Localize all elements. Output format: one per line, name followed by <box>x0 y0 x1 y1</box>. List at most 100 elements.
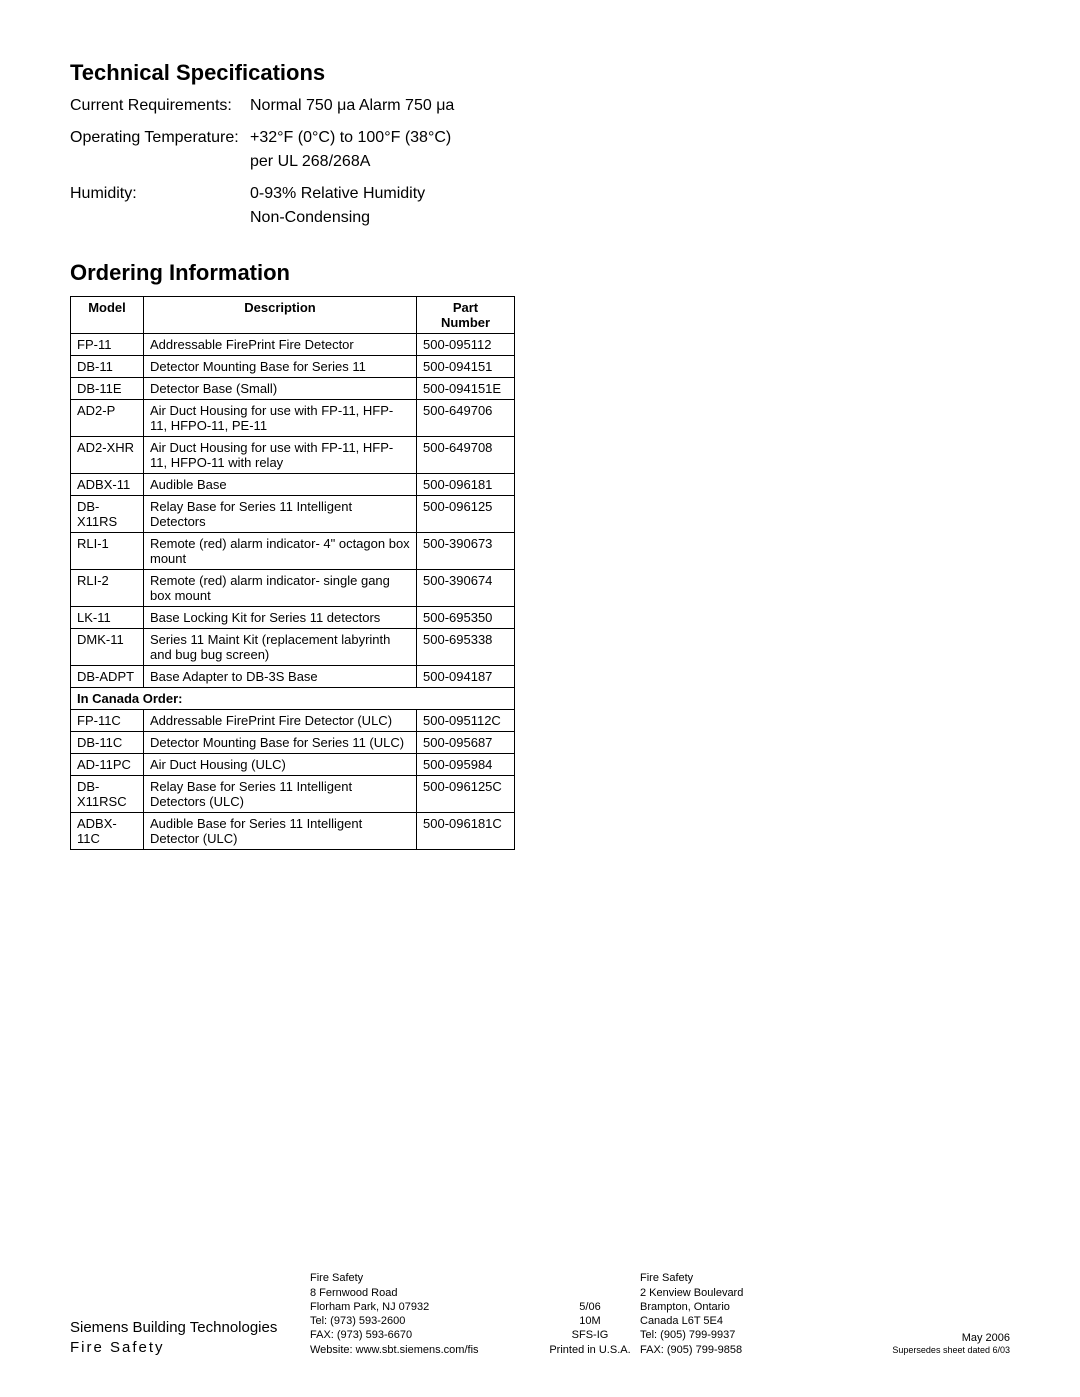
cell-model: AD-11PC <box>71 754 144 776</box>
footer-line: 10M <box>540 1314 640 1328</box>
cell-part-number: 500-390673 <box>417 533 515 570</box>
cell-part-number: 500-094187 <box>417 666 515 688</box>
table-section-row: In Canada Order: <box>71 688 515 710</box>
table-row: RLI-2Remote (red) alarm indicator- singl… <box>71 570 515 607</box>
cell-description: Base Adapter to DB-3S Base <box>144 666 417 688</box>
tech-specs-heading: Technical Specifications <box>70 60 1010 86</box>
cell-description: Relay Base for Series 11 Intelligent Det… <box>144 776 417 813</box>
spec-value: +32°F (0°C) to 100°F (38°C)per UL 268/26… <box>250 126 1010 174</box>
ordering-heading: Ordering Information <box>70 260 1010 286</box>
cell-description: Detector Mounting Base for Series 11 <box>144 356 417 378</box>
cell-description: Base Locking Kit for Series 11 detectors <box>144 607 417 629</box>
footer-address-canada: Fire Safety 2 Kenview Boulevard Brampton… <box>640 1271 800 1357</box>
table-row: RLI-1Remote (red) alarm indicator- 4" oc… <box>71 533 515 570</box>
col-model-header: Model <box>71 297 144 334</box>
cell-description: Air Duct Housing for use with FP-11, HFP… <box>144 400 417 437</box>
page-footer: Siemens Building Technologies Fire Safet… <box>70 1271 1010 1357</box>
spec-label: Humidity: <box>70 182 250 230</box>
footer-line: 8 Fernwood Road <box>310 1286 540 1300</box>
cell-part-number: 500-649708 <box>417 437 515 474</box>
footer-supersedes: Supersedes sheet dated 6/03 <box>800 1345 1010 1357</box>
cell-model: AD2-XHR <box>71 437 144 474</box>
table-row: AD2-PAir Duct Housing for use with FP-11… <box>71 400 515 437</box>
cell-part-number: 500-095112C <box>417 710 515 732</box>
table-row: DB-X11RSRelay Base for Series 11 Intelli… <box>71 496 515 533</box>
cell-description: Audible Base <box>144 474 417 496</box>
cell-model: FP-11 <box>71 334 144 356</box>
table-row: DB-X11RSCRelay Base for Series 11 Intell… <box>71 776 515 813</box>
col-desc-header: Description <box>144 297 417 334</box>
cell-description: Series 11 Maint Kit (replacement labyrin… <box>144 629 417 666</box>
table-row: FP-11Addressable FirePrint Fire Detector… <box>71 334 515 356</box>
cell-description: Audible Base for Series 11 Intelligent D… <box>144 813 417 850</box>
footer-line: Tel: (905) 799-9937 <box>640 1328 800 1342</box>
table-row: AD2-XHRAir Duct Housing for use with FP-… <box>71 437 515 474</box>
table-row: ADBX-11Audible Base500-096181 <box>71 474 515 496</box>
spec-label: Current Requirements: <box>70 94 250 118</box>
spec-row: Operating Temperature: +32°F (0°C) to 10… <box>70 126 1010 174</box>
cell-model: DB-11 <box>71 356 144 378</box>
cell-description: Addressable FirePrint Fire Detector <box>144 334 417 356</box>
cell-description: Air Duct Housing (ULC) <box>144 754 417 776</box>
table-row: DMK-11Series 11 Maint Kit (replacement l… <box>71 629 515 666</box>
cell-description: Remote (red) alarm indicator- 4" octagon… <box>144 533 417 570</box>
cell-description: Air Duct Housing for use with FP-11, HFP… <box>144 437 417 474</box>
footer-line: Printed in U.S.A. <box>540 1343 640 1357</box>
spec-label: Operating Temperature: <box>70 126 250 174</box>
cell-model: DB-ADPT <box>71 666 144 688</box>
footer-line: FAX: (905) 799-9858 <box>640 1343 800 1357</box>
cell-part-number: 500-095687 <box>417 732 515 754</box>
cell-model: LK-11 <box>71 607 144 629</box>
footer-company-block: Siemens Building Technologies Fire Safet… <box>70 1318 310 1357</box>
footer-line: Brampton, Ontario <box>640 1300 800 1314</box>
table-row: DB-11EDetector Base (Small)500-094151E <box>71 378 515 400</box>
cell-model: DB-11C <box>71 732 144 754</box>
spec-value: 0-93% Relative HumidityNon-Condensing <box>250 182 1010 230</box>
cell-model: DB-11E <box>71 378 144 400</box>
table-header-row: Model Description PartNumber <box>71 297 515 334</box>
cell-description: Detector Mounting Base for Series 11 (UL… <box>144 732 417 754</box>
cell-part-number: 500-096125 <box>417 496 515 533</box>
cell-description: Remote (red) alarm indicator- single gan… <box>144 570 417 607</box>
cell-part-number: 500-096181 <box>417 474 515 496</box>
tech-specs-block: Current Requirements: Normal 750 μa Alar… <box>70 94 1010 230</box>
footer-line: FAX: (973) 593-6670 <box>310 1328 540 1342</box>
cell-description: Relay Base for Series 11 Intelligent Det… <box>144 496 417 533</box>
cell-description: Detector Base (Small) <box>144 378 417 400</box>
cell-description: Addressable FirePrint Fire Detector (ULC… <box>144 710 417 732</box>
cell-part-number: 500-094151E <box>417 378 515 400</box>
footer-address-us: Fire Safety 8 Fernwood Road Florham Park… <box>310 1271 540 1357</box>
table-row: DB-ADPTBase Adapter to DB-3S Base500-094… <box>71 666 515 688</box>
spec-row: Humidity: 0-93% Relative HumidityNon-Con… <box>70 182 1010 230</box>
footer-line: SFS-IG <box>540 1328 640 1342</box>
table-row: LK-11Base Locking Kit for Series 11 dete… <box>71 607 515 629</box>
cell-model: RLI-1 <box>71 533 144 570</box>
cell-model: DMK-11 <box>71 629 144 666</box>
table-row: DB-11Detector Mounting Base for Series 1… <box>71 356 515 378</box>
cell-model: FP-11C <box>71 710 144 732</box>
footer-line: Tel: (973) 593-2600 <box>310 1314 540 1328</box>
footer-division: Fire Safety <box>70 1338 310 1358</box>
spec-value: Normal 750 μa Alarm 750 μa <box>250 94 1010 118</box>
footer-company: Siemens Building Technologies <box>70 1318 310 1338</box>
col-part-header: PartNumber <box>417 297 515 334</box>
cell-part-number: 500-695350 <box>417 607 515 629</box>
footer-print-info: 5/06 10M SFS-IG Printed in U.S.A. <box>540 1300 640 1357</box>
cell-part-number: 500-390674 <box>417 570 515 607</box>
footer-date-block: May 2006 Supersedes sheet dated 6/03 <box>800 1331 1010 1357</box>
footer-line: Fire Safety <box>640 1271 800 1285</box>
footer-line: Florham Park, NJ 07932 <box>310 1300 540 1314</box>
cell-model: AD2-P <box>71 400 144 437</box>
cell-part-number: 500-096181C <box>417 813 515 850</box>
cell-part-number: 500-695338 <box>417 629 515 666</box>
ordering-table: Model Description PartNumber FP-11Addres… <box>70 296 515 850</box>
cell-part-number: 500-095984 <box>417 754 515 776</box>
table-row: DB-11CDetector Mounting Base for Series … <box>71 732 515 754</box>
footer-line: Canada L6T 5E4 <box>640 1314 800 1328</box>
cell-model: RLI-2 <box>71 570 144 607</box>
table-row: AD-11PCAir Duct Housing (ULC)500-095984 <box>71 754 515 776</box>
cell-model: ADBX-11 <box>71 474 144 496</box>
table-row: FP-11CAddressable FirePrint Fire Detecto… <box>71 710 515 732</box>
cell-part-number: 500-095112 <box>417 334 515 356</box>
footer-date: May 2006 <box>800 1331 1010 1345</box>
